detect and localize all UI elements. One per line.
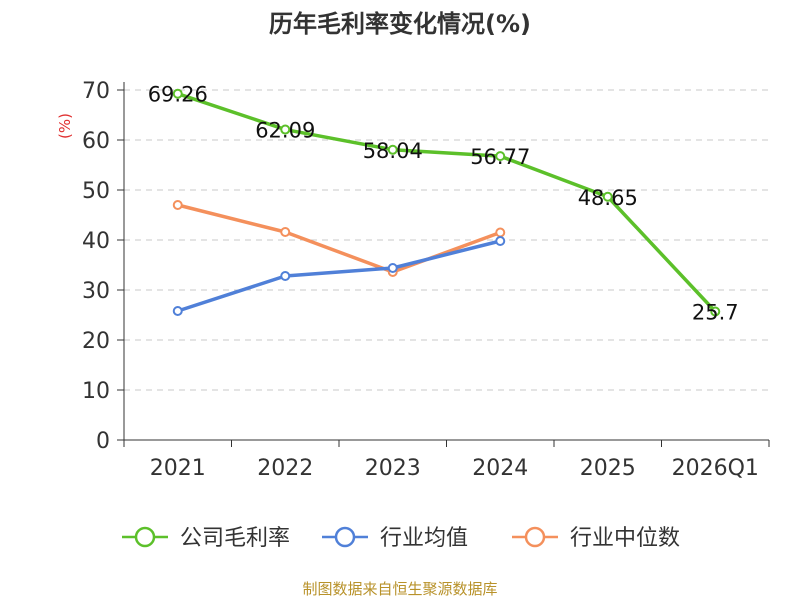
y-tick-label: 10 <box>82 379 110 404</box>
data-labels: 69.26 62.09 58.04 56.77 48.65 25.7 <box>148 83 739 325</box>
legend-item[interactable]: 行业均值 <box>322 526 468 551</box>
x-tick-label: 2023 <box>365 456 421 481</box>
data-point[interactable] <box>172 88 183 99</box>
data-label: 58.04 <box>363 139 423 163</box>
y-tick-label: 50 <box>82 179 110 204</box>
x-tick-label: 2025 <box>580 456 636 481</box>
x-tick-label: 2022 <box>257 456 313 481</box>
y-tick-label: 0 <box>96 429 110 454</box>
y-tick-label: 70 <box>82 79 110 104</box>
chart-title: 历年毛利率变化情况(%) <box>269 10 531 38</box>
x-tick-label: 2026Q1 <box>672 456 759 481</box>
series-line <box>177 239 501 313</box>
legend-swatch-marker <box>334 526 356 548</box>
legend-swatch-marker <box>524 526 546 548</box>
x-tick-label: 2021 <box>150 456 206 481</box>
data-point[interactable] <box>602 191 613 202</box>
series-line <box>177 92 717 313</box>
data-label: 62.09 <box>255 119 315 143</box>
data-point[interactable] <box>387 263 398 273</box>
data-point[interactable] <box>172 306 183 316</box>
data-point[interactable] <box>495 227 506 238</box>
data-point[interactable] <box>280 227 291 237</box>
source-note: 制图数据来自恒生聚源数据库 <box>302 580 498 598</box>
data-point[interactable] <box>387 144 398 155</box>
legend-label: 公司毛利率 <box>180 526 290 551</box>
legend[interactable]: 公司毛利率 行业均值 行业中位数 <box>122 526 680 551</box>
axes: 0 10 20 30 40 50 60 70 (%) 2021 2022 2023 2024 2025 20… <box>56 79 770 481</box>
data-point[interactable] <box>495 151 506 162</box>
x-tick-label: 2024 <box>472 456 528 481</box>
legend-item[interactable]: 行业中位数 <box>512 526 680 551</box>
y-tick-label: 20 <box>82 329 110 354</box>
data-label: 69.26 <box>148 83 208 107</box>
data-label: 56.77 <box>470 145 530 169</box>
y-tick-label: 60 <box>82 129 110 154</box>
data-point[interactable] <box>172 200 183 210</box>
data-point[interactable] <box>710 306 721 317</box>
data-point[interactable] <box>495 236 506 246</box>
series-line <box>177 203 501 274</box>
legend-item[interactable]: 公司毛利率 <box>122 526 290 551</box>
y-tick-label: 40 <box>82 229 110 254</box>
legend-swatch-marker <box>134 526 156 548</box>
series-layer <box>172 88 721 317</box>
y-axis-label: (%) <box>56 113 74 139</box>
legend-label: 行业中位数 <box>570 526 680 551</box>
data-label: 48.65 <box>578 186 638 210</box>
data-label: 25.7 <box>692 301 739 325</box>
data-point[interactable] <box>280 124 291 135</box>
y-tick-label: 30 <box>82 279 110 304</box>
data-point[interactable] <box>280 271 291 281</box>
legend-label: 行业均值 <box>380 526 468 551</box>
grid-lines <box>124 89 769 391</box>
